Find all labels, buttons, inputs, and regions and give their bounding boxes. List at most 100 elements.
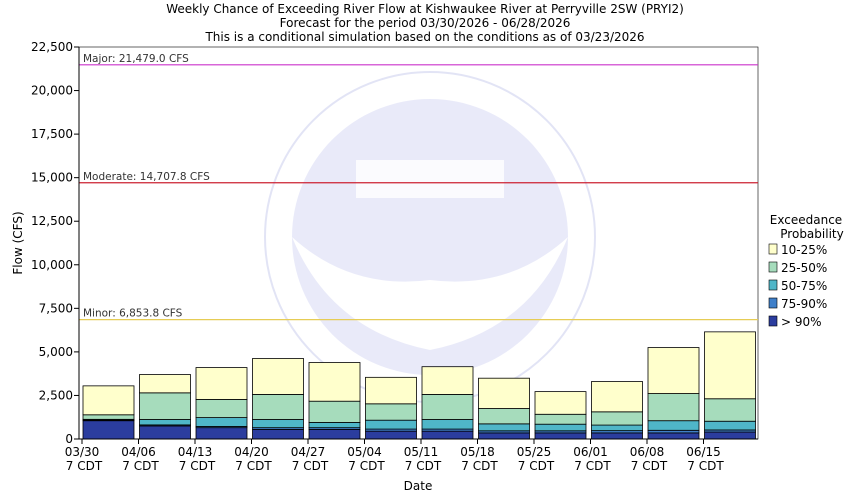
bar-segment: [308, 422, 361, 429]
bar-segment: [82, 385, 135, 416]
bar-segment: [647, 393, 700, 422]
bar-segment: [534, 432, 587, 440]
y-tick-label: 17,500: [31, 127, 73, 141]
legend-swatch: [768, 243, 778, 255]
bar-segment: [421, 366, 474, 395]
bar-segment: [139, 374, 191, 394]
legend-swatch: [768, 315, 778, 327]
legend-entry-label: 25-50%: [781, 261, 827, 275]
bar-segment: [704, 398, 756, 422]
x-tick-time: 7 CDT: [574, 459, 611, 473]
x-tick-date: 04/27: [291, 445, 326, 459]
legend-swatch: [768, 297, 778, 309]
bar-segment: [252, 429, 304, 440]
bar-segment: [704, 420, 756, 431]
legend-entry-label: 75-90%: [781, 297, 827, 311]
y-ticks-layer: 0 2,500 5,000 7,500 10,000 12,500 15,000 17,500…: [31, 40, 79, 446]
bar-segment: [421, 419, 474, 430]
bar-segment: [591, 411, 643, 426]
legend-entry-label: > 90%: [781, 315, 822, 329]
bar-segment: [308, 400, 361, 423]
legend-swatch: [768, 261, 778, 273]
bar-segment: [478, 377, 530, 409]
bar-segment: [82, 420, 135, 440]
x-tick-date: 06/08: [630, 445, 665, 459]
bar-segment: [308, 362, 361, 402]
y-tick-label: 5,000: [39, 345, 73, 359]
y-tick-label: 0: [65, 432, 73, 446]
x-tick-time: 7 CDT: [687, 459, 724, 473]
bar-segment: [365, 403, 417, 421]
x-tick-time: 7 CDT: [348, 459, 385, 473]
x-tick-time: 7 CDT: [66, 459, 103, 473]
bar-segment: [704, 431, 756, 440]
chart-title-line-2: Forecast for the period 03/30/2026 - 06/…: [280, 16, 571, 30]
x-tick-date: 05/04: [347, 445, 382, 459]
bar-segment: [647, 432, 700, 440]
bar-segment: [478, 432, 530, 440]
legend-title-line-1: Exceedance: [770, 213, 842, 227]
bar-segment: [195, 417, 248, 427]
bar-segment: [252, 393, 304, 420]
bar-segment: [365, 430, 417, 440]
bars-layer: [82, 331, 756, 440]
bar-segment: [534, 391, 587, 415]
y-tick-label: 12,500: [31, 214, 73, 228]
legend-title-line-2: Probability: [780, 227, 843, 241]
legend-entry-label: 10-25%: [781, 243, 827, 257]
x-tick-time: 7 CDT: [461, 459, 498, 473]
legend-entry-label: 50-75%: [781, 279, 827, 293]
bar-segment: [647, 347, 700, 394]
legend-swatch: [768, 279, 778, 291]
bar-segment: [252, 419, 304, 429]
y-tick-label: 20,000: [31, 84, 73, 98]
bar-segment: [421, 393, 474, 420]
x-tick-time: 7 CDT: [631, 459, 668, 473]
x-tick-time: 7 CDT: [235, 459, 272, 473]
y-tick-label: 22,500: [31, 40, 73, 54]
x-tick-date: 06/01: [573, 445, 608, 459]
bar-segment: [82, 414, 135, 420]
legend: Exceedance Probability 10-25% 25-50% 50-75…: [768, 213, 844, 329]
x-tick-date: 04/13: [178, 445, 213, 459]
plot-area: [78, 46, 759, 440]
bar-segment: [421, 430, 474, 440]
y-axis-label: Flow (CFS): [11, 211, 25, 274]
x-axis-label: Date: [404, 479, 433, 493]
x-tick-time: 7 CDT: [122, 459, 159, 473]
chart-title-line-1: Weekly Chance of Exceeding River Flow at…: [166, 2, 684, 16]
threshold-layer: Major: 21,479.0 CFS Moderate: 14,707.8 CF…: [79, 53, 758, 321]
x-tick-date: 06/15: [686, 445, 721, 459]
noaa-watermark-logo: [264, 71, 596, 403]
y-tick-label: 2,500: [39, 388, 73, 402]
bar-segment: [195, 367, 248, 400]
bar-segment: [365, 376, 417, 405]
x-tick-time: 7 CDT: [292, 459, 329, 473]
chart-title-line-3: This is a conditional simulation based o…: [204, 30, 644, 44]
bar-segment: [139, 419, 191, 426]
bar-segment: [478, 408, 530, 425]
bar-segment: [534, 413, 587, 425]
x-tick-time: 7 CDT: [405, 459, 442, 473]
x-tick-time: 7 CDT: [518, 459, 555, 473]
bar-segment: [139, 392, 191, 420]
bar-segment: [534, 423, 587, 432]
bar-segment: [704, 331, 756, 400]
y-tick-label: 7,500: [39, 301, 73, 315]
bar-segment: [591, 381, 643, 413]
bar-segment: [478, 423, 530, 432]
bar-segment: [647, 420, 700, 431]
bar-segment: [591, 432, 643, 440]
threshold-label: Major: 21,479.0 CFS: [83, 53, 189, 65]
bar-segment: [591, 424, 643, 432]
x-tick-date: 04/20: [234, 445, 269, 459]
x-tick-date: 03/30: [65, 445, 100, 459]
x-tick-date: 05/11: [404, 445, 439, 459]
x-tick-date: 05/25: [517, 445, 552, 459]
x-tick-date: 05/18: [460, 445, 495, 459]
bar-segment: [139, 425, 191, 440]
bar-segment: [308, 429, 361, 440]
x-tick-time: 7 CDT: [179, 459, 216, 473]
